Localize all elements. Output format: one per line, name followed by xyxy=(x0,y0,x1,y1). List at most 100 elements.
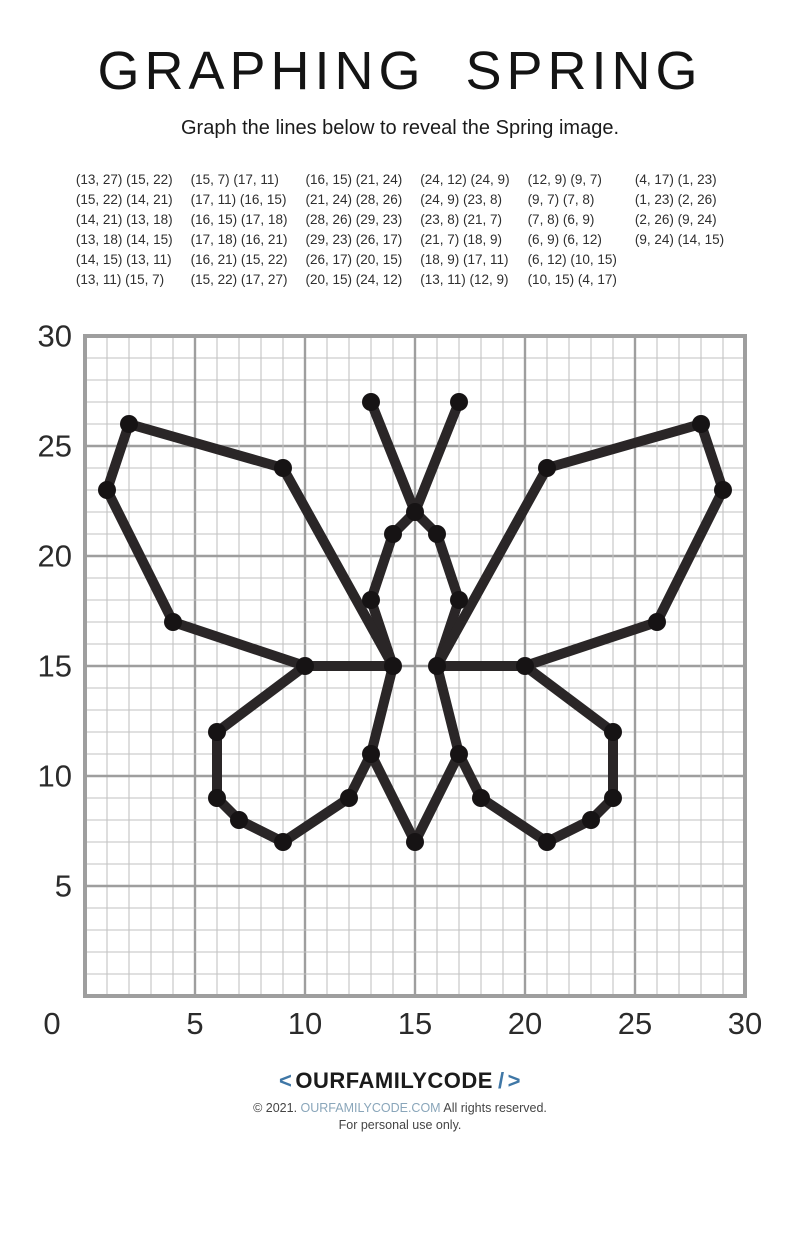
vertex-dot xyxy=(120,415,138,433)
vertex-dot xyxy=(362,393,380,411)
graph-area: 5 10 15 20 25 30 0 5 10 15 20 25 30 xyxy=(0,321,800,1052)
segment-endpoints: (24, 9) (23, 8) xyxy=(420,192,503,207)
segment-endpoints: (13, 27) (15, 22) xyxy=(75,172,173,187)
segment-endpoints: (28, 26) (29, 23) xyxy=(305,212,403,227)
x-axis-tick-label: 30 xyxy=(727,1006,763,1041)
segment-endpoints: (23, 8) (21, 7) xyxy=(420,212,503,227)
y-axis-tick-label: 20 xyxy=(37,538,72,574)
page-subtitle: Graph the lines below to reveal the Spri… xyxy=(180,117,620,139)
segment-endpoints: (6, 9) (6, 12) xyxy=(527,232,602,247)
copyright-suffix: All rights reserved. xyxy=(443,1101,547,1115)
coordinate-column: (24, 12) (24, 9) (24, 9) (23, 8) (23, 8) (… xyxy=(420,170,509,290)
segment-endpoints: (13, 18) (14, 15) xyxy=(75,232,173,247)
vertex-dot xyxy=(582,811,600,829)
butterfly-segment xyxy=(366,529,398,605)
copyright-line: © 2021. OURFAMILYCODE.COM All rights res… xyxy=(0,1101,800,1115)
personal-use-note: For personal use only. xyxy=(338,1118,462,1132)
x-axis-tick-label: 10 xyxy=(287,1006,323,1041)
segment-endpoints: (15, 7) (17, 11) xyxy=(190,172,279,187)
segment-endpoints: (6, 12) (10, 15) xyxy=(527,252,617,267)
vertex-dot xyxy=(692,415,710,433)
coordinate-list: (13, 27) (15, 22) (15, 22) (14, 21) (14, 2… xyxy=(0,170,800,290)
coordinate-column: (16, 15) (21, 24) (21, 24) (28, 26) (28, 2… xyxy=(305,170,402,290)
vertex-dot xyxy=(516,657,534,675)
vertex-dot xyxy=(450,745,468,763)
y-axis-tick-label: 15 xyxy=(37,648,72,684)
butterfly-segment xyxy=(278,793,354,847)
segment-endpoints: (21, 7) (18, 9) xyxy=(420,232,503,247)
segment-endpoints: (18, 9) (17, 11) xyxy=(420,252,509,267)
butterfly-segment xyxy=(102,485,178,627)
vertex-dot xyxy=(472,789,490,807)
segment-endpoints: (16, 21) (15, 22) xyxy=(190,252,288,267)
logo-close-bracket-icon: > xyxy=(507,1068,521,1093)
butterfly-segment xyxy=(102,419,134,495)
segment-endpoints: (16, 15) (17, 18) xyxy=(190,212,288,227)
vertex-dot xyxy=(538,833,556,851)
logo-slash-icon: / xyxy=(497,1068,505,1093)
page-title: GRAPHING SPRING xyxy=(97,41,703,101)
copyright-prefix: © 2021. xyxy=(253,1101,298,1115)
butterfly-segment xyxy=(366,661,398,759)
vertex-dot xyxy=(362,591,380,609)
butterfly-segment xyxy=(366,749,420,847)
site-link[interactable]: OURFAMILYCODE.COM xyxy=(300,1101,441,1115)
x-axis-tick-label: 20 xyxy=(507,1006,543,1041)
vertex-dot xyxy=(604,789,622,807)
butterfly-segment xyxy=(432,463,552,671)
vertex-dot xyxy=(274,833,292,851)
worksheet-page: GRAPHING SPRING Graph the lines below to… xyxy=(0,40,800,1240)
coordinate-column: (13, 27) (15, 22) (15, 22) (14, 21) (14, 2… xyxy=(76,170,173,290)
x-axis-tick-label: 15 xyxy=(397,1006,433,1041)
x-axis-tick-label: 25 xyxy=(617,1006,653,1041)
segment-endpoints: (13, 11) (15, 7) xyxy=(75,272,165,287)
butterfly-segment xyxy=(476,793,552,847)
segment-endpoints: (9, 24) (14, 15) xyxy=(634,232,725,247)
logo-text: OURFAMILYCODE xyxy=(295,1068,493,1093)
y-axis-tick-label: 10 xyxy=(37,758,72,794)
vertex-dot xyxy=(362,745,380,763)
segment-endpoints: (17, 18) (16, 21) xyxy=(190,232,288,247)
vertex-dot xyxy=(340,789,358,807)
vertex-dot xyxy=(450,393,468,411)
butterfly-segment xyxy=(168,617,310,671)
segment-endpoints: (16, 15) (21, 24) xyxy=(305,172,403,187)
vertex-dot xyxy=(208,789,226,807)
logo-open-bracket-icon: < xyxy=(279,1068,293,1093)
coordinate-grid-plot xyxy=(83,334,747,998)
segment-endpoints: (21, 24) (28, 26) xyxy=(305,192,403,207)
y-axis-tick-label: 5 xyxy=(54,868,72,904)
segment-endpoints: (10, 15) (4, 17) xyxy=(527,272,617,287)
y-axis-tick-label: 25 xyxy=(37,428,72,464)
butterfly-segment xyxy=(278,463,398,671)
segment-endpoints: (15, 22) (14, 21) xyxy=(75,192,173,207)
vertex-dot xyxy=(230,811,248,829)
butterfly-segment xyxy=(542,419,706,473)
butterfly-segment xyxy=(410,749,464,847)
segment-endpoints: (15, 22) (17, 27) xyxy=(190,272,288,287)
segment-endpoints: (4, 17) (1, 23) xyxy=(634,172,717,187)
segment-endpoints: (14, 15) (13, 11) xyxy=(75,252,172,267)
segment-endpoints: (2, 26) (9, 24) xyxy=(634,212,717,227)
butterfly-segment xyxy=(366,397,420,517)
butterfly-segment xyxy=(520,617,662,671)
segment-endpoints: (20, 15) (24, 12) xyxy=(305,272,403,287)
segment-endpoints: (17, 11) (16, 15) xyxy=(190,192,287,207)
segment-endpoints: (24, 12) (24, 9) xyxy=(420,172,510,187)
butterfly-segment xyxy=(520,661,618,737)
butterfly-segment xyxy=(652,485,728,627)
coordinate-column: (12, 9) (9, 7) (9, 7) (7, 8) (7, 8) (6, 9)… xyxy=(528,170,617,290)
butterfly-segment xyxy=(124,419,288,473)
butterfly-segment xyxy=(432,661,464,759)
segment-endpoints: (7, 8) (6, 9) xyxy=(527,212,595,227)
vertex-dot xyxy=(208,723,226,741)
ourfamilycode-logo: < OURFAMILYCODE / > xyxy=(276,1068,524,1094)
y-axis-tick-label: 30 xyxy=(37,318,72,354)
x-axis-tick-label: 5 xyxy=(186,1006,204,1041)
vertex-dot xyxy=(714,481,732,499)
vertex-dot xyxy=(296,657,314,675)
vertex-dot xyxy=(538,459,556,477)
segment-endpoints: (9, 7) (7, 8) xyxy=(527,192,595,207)
butterfly-segment xyxy=(696,419,728,495)
vertex-dot xyxy=(164,613,182,631)
